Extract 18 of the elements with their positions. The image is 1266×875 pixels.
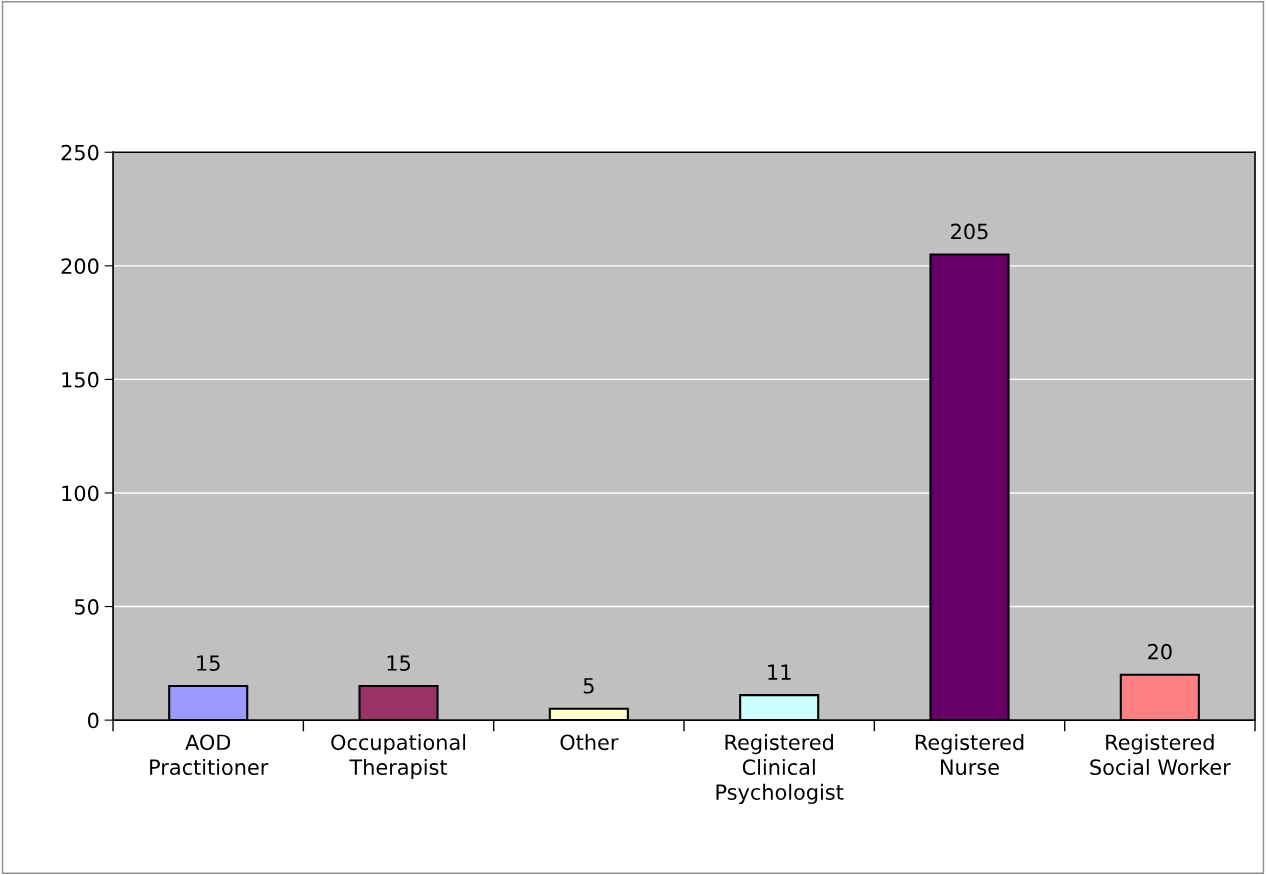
- x-tick-label: Registered Social Worker: [1090, 734, 1231, 776]
- y-tick-label: 50: [74, 599, 99, 615]
- y-tick-label: 0: [87, 712, 99, 729]
- x-tick-label: Registered Nurse: [915, 734, 1024, 776]
- x-tick-label: Registered Clinical Psychologist: [716, 734, 844, 804]
- x-tick-label: AOD Practitioner: [150, 734, 269, 776]
- data-label: 5: [583, 678, 594, 694]
- y-tick-label: 250: [61, 144, 99, 161]
- y-tick-label: 100: [62, 485, 99, 502]
- data-label: 205: [951, 223, 988, 240]
- data-label: 15: [387, 655, 410, 671]
- y-tick-label: 200: [61, 258, 99, 275]
- x-tick-label: Occupational Therapist: [331, 734, 466, 780]
- data-label: 15: [197, 655, 220, 671]
- data-label: 20: [1148, 643, 1172, 660]
- x-tick-label: Other: [560, 734, 619, 751]
- data-label: 11: [768, 664, 791, 680]
- y-tick-label: 150: [62, 371, 99, 388]
